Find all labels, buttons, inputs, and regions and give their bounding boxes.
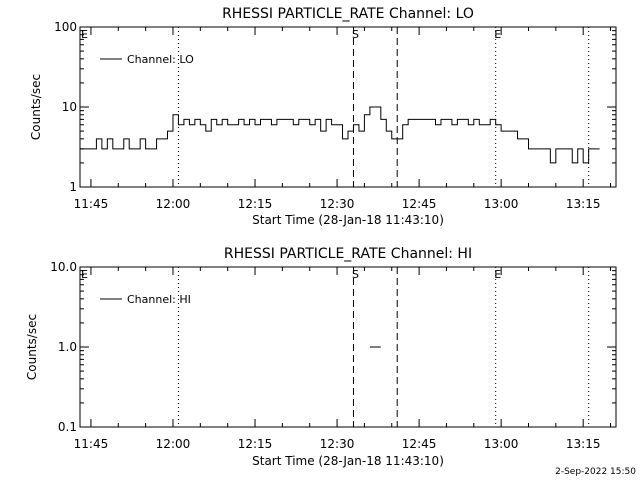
x-tick-label: 12:15 [238,437,273,451]
event-marker-label: S [352,268,359,281]
x-tick-label: 13:00 [484,437,519,451]
chart-title: RHESSI PARTICLE_RATE Channel: HI [224,246,472,262]
x-tick-label: 13:15 [566,197,601,211]
event-marker-label: E [494,268,501,281]
y-tick-label: 10.0 [50,260,77,274]
x-axis-label: Start Time (28-Jan-18 11:43:10) [252,454,444,468]
x-tick-label: 12:15 [238,197,273,211]
x-tick-label: 13:00 [484,197,519,211]
event-marker-label: S [352,28,359,41]
x-tick-label: 12:30 [320,197,355,211]
y-axis-label: Counts/sec [29,74,43,140]
edge-marker-label: E [81,28,88,41]
x-tick-label: 11:45 [74,437,109,451]
x-tick-label: 12:30 [320,437,355,451]
y-tick-label: 100 [54,20,77,34]
chart-title: RHESSI PARTICLE_RATE Channel: LO [222,6,474,22]
legend-label: Channel: HI [127,293,191,306]
x-tick-label: 12:45 [402,437,437,451]
y-tick-label: 1 [69,180,77,194]
footer-timestamp: 2-Sep-2022 15:50 [555,467,636,477]
y-tick-label: 0.1 [58,420,77,434]
event-marker-label: E [494,28,501,41]
y-tick-label: 10 [62,100,77,114]
x-tick-label: 13:15 [566,437,601,451]
x-tick-label: 11:45 [74,197,109,211]
x-tick-label: 12:00 [156,437,191,451]
x-tick-label: 12:00 [156,197,191,211]
y-axis-label: Counts/sec [25,314,39,380]
edge-marker-label: E [81,268,88,281]
legend-label: Channel: LO [127,53,194,66]
panel-lo: RHESSI PARTICLE_RATE Channel: LO Counts/s… [29,6,617,227]
series-line [80,106,600,164]
panel-hi: RHESSI PARTICLE_RATE Channel: HI Counts/s… [25,246,617,468]
y-tick-label: 1.0 [58,340,77,354]
x-axis-label: Start Time (28-Jan-18 11:43:10) [252,213,444,227]
x-tick-label: 12:45 [402,197,437,211]
